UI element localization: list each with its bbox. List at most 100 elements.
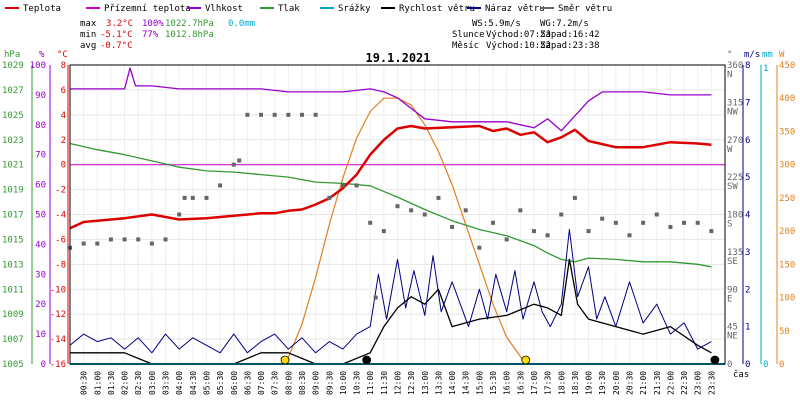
direction-tick-label: 0: [727, 360, 732, 370]
legend-label-2: Vlhkost: [205, 4, 243, 14]
direction-tick-label: 270: [727, 136, 743, 146]
solar-tick-label: 100: [779, 294, 795, 304]
time-tick-label: 13:30: [434, 371, 443, 395]
pressure-tick-label: 1027: [2, 86, 24, 96]
stat-min-hum: 77%: [142, 30, 159, 40]
series-6-line: [69, 228, 712, 354]
x-axis-label: čas: [733, 369, 749, 380]
stat-avg-label: avg: [80, 41, 96, 51]
direction-name-label: S: [727, 220, 732, 230]
time-tick-label: 15:00: [475, 371, 484, 395]
direction-tick-label: 135: [727, 248, 743, 258]
left-unit-0: hPa: [4, 50, 20, 60]
pressure-tick-label: 1007: [2, 335, 24, 345]
solar-tick-label: 150: [779, 260, 795, 270]
temp-tick-label: 2: [61, 136, 66, 146]
wind-tick-label: 7: [745, 98, 750, 108]
time-tick-label: 20:30: [625, 371, 634, 395]
sun-set: Západ:16:42: [540, 30, 600, 40]
sun-rise: Východ:07:53: [486, 30, 551, 40]
solar-tick-label: 450: [779, 61, 795, 71]
direction-tick-label: 90: [727, 285, 738, 295]
wind-direction-point: [491, 220, 496, 225]
humidity-tick-label: 40: [35, 240, 46, 250]
wind-direction-point: [654, 212, 659, 217]
direction-name-label: NW: [727, 107, 738, 117]
sun-label: Slunce: [452, 30, 485, 40]
pressure-tick-label: 1017: [2, 211, 24, 221]
wind-direction-point: [190, 195, 195, 200]
pressure-tick-label: 1009: [2, 310, 24, 320]
markers-layer: [280, 355, 720, 365]
wind-direction-point: [245, 112, 250, 117]
time-tick-label: 01:30: [107, 371, 116, 395]
temp-tick-label: -4: [55, 211, 66, 221]
time-tick-label: 03:30: [162, 371, 171, 395]
pressure-tick-label: 1011: [2, 285, 24, 295]
time-tick-label: 13:00: [421, 371, 430, 395]
time-tick-label: 10:00: [339, 371, 348, 395]
temp-tick-label: -2: [55, 186, 66, 196]
right-unit-1: m/s: [744, 50, 760, 60]
wind-tick-label: 0: [745, 360, 750, 370]
wind-direction-point: [149, 241, 154, 246]
wind-direction-point: [709, 229, 714, 234]
time-tick-label: 21:00: [639, 371, 648, 395]
direction-name-label: NE: [727, 332, 738, 342]
left-unit-2: °C: [57, 50, 68, 60]
direction-tick-label: 45: [727, 323, 738, 333]
stats-block: max 3.2°C 100% 1022.7hPa 0.0mm min -5.1°…: [80, 19, 600, 51]
time-tick-label: 23:30: [707, 371, 716, 395]
series-7-points: [68, 112, 714, 300]
time-tick-label: 09:00: [312, 371, 321, 395]
wind-direction-point: [163, 237, 168, 242]
time-tick-label: 18:30: [571, 371, 580, 395]
temp-tick-label: -8: [55, 260, 66, 270]
wind-direction-point: [600, 216, 605, 221]
legend-label-0: Teplota: [23, 4, 61, 14]
time-tick-label: 09:30: [325, 371, 334, 395]
direction-name-label: SW: [727, 182, 738, 192]
time-tick-label: 01:00: [93, 371, 102, 395]
time-tick-label: 14:30: [462, 371, 471, 395]
time-tick-label: 02:00: [121, 371, 130, 395]
humidity-tick-label: 70: [35, 151, 46, 161]
time-tick-label: 23:00: [694, 371, 703, 395]
series-3-line: [69, 142, 712, 268]
wind-direction-point: [218, 183, 223, 188]
time-tick-label: 05:00: [202, 371, 211, 395]
temp-tick-label: -6: [55, 235, 66, 245]
wind-direction-point: [204, 195, 209, 200]
solar-tick-label: 400: [779, 94, 795, 104]
wind-direction-point: [463, 208, 468, 213]
wind-direction-point: [572, 195, 577, 200]
wind-tick-label: 3: [745, 248, 750, 258]
wind-direction-point: [518, 208, 523, 213]
time-tick-label: 17:30: [544, 371, 553, 395]
solar-tick-label: 200: [779, 227, 795, 237]
time-tick-label: 14:00: [448, 371, 457, 395]
wind-direction-point: [354, 183, 359, 188]
humidity-tick-label: 30: [35, 270, 46, 280]
moonset-marker: [710, 355, 720, 365]
temp-tick-label: -14: [50, 335, 66, 345]
temp-tick-label: -12: [50, 310, 66, 320]
moon-set: Západ:23:38: [540, 41, 600, 51]
wind-direction-point: [695, 220, 700, 225]
legend: Teplota Přízemní teplota Vlhkost Tlak Srážky…: [5, 4, 612, 14]
rain-tick-label: 0: [763, 360, 768, 370]
time-tick-label: 19:00: [585, 371, 594, 395]
direction-tick-label: 225: [727, 173, 743, 183]
right-unit-3: W: [779, 50, 785, 60]
time-tick-label: 17:00: [530, 371, 539, 395]
time-tick-label: 05:30: [216, 371, 225, 395]
pressure-tick-label: 1019: [2, 186, 24, 196]
wind-direction-point: [177, 212, 182, 217]
wind-direction-point: [272, 112, 277, 117]
wind-direction-point: [136, 237, 141, 242]
stat-min-press: 1012.8hPa: [165, 30, 214, 40]
pressure-tick-label: 1005: [2, 360, 24, 370]
wind-direction-point: [422, 212, 427, 217]
